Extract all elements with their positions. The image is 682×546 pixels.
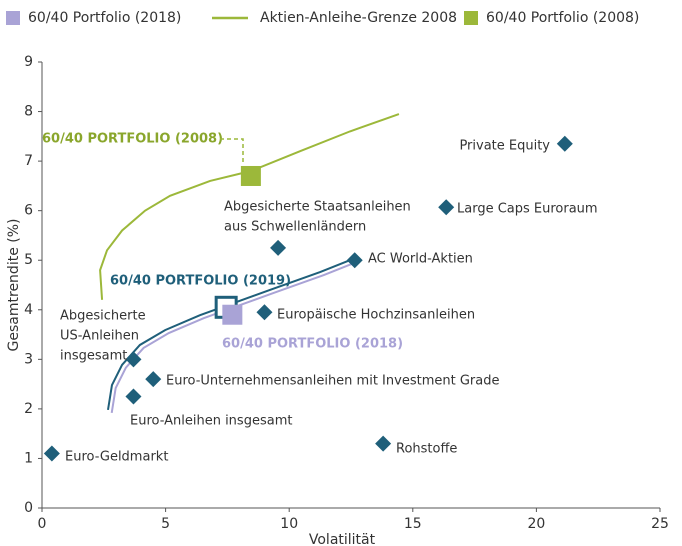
asset-marker [346, 252, 363, 269]
x-tick-label: 15 [404, 516, 422, 532]
x-axis-label: Volatilität [309, 532, 376, 546]
y-tick-label: 9 [24, 54, 33, 70]
asset-label: Abgesicherte Staatsanleihen [224, 200, 411, 215]
asset-marker [145, 371, 162, 388]
asset-label: Euro-Geldmarkt [65, 450, 168, 465]
y-tick-label: 7 [24, 153, 33, 169]
x-tick-label: 0 [38, 516, 47, 532]
asset-label: Europäische Hochzinsanleihen [277, 308, 475, 323]
asset-marker [270, 239, 287, 256]
asset-label: Large Caps Euroraum [457, 202, 598, 217]
asset-label: Private Equity [459, 139, 550, 154]
y-tick-label: 0 [24, 500, 33, 516]
asset-label: insgesamt [60, 349, 127, 364]
asset-marker [556, 135, 573, 152]
frontier-line [110, 260, 360, 414]
legend-label: 60/40 Portfolio (2008) [486, 10, 639, 26]
y-tick-label: 6 [24, 203, 33, 219]
y-axis-label: Gesamtrendite (%) [6, 219, 22, 352]
y-tick-label: 1 [24, 450, 33, 466]
y-tick-label: 8 [24, 104, 33, 120]
y-tick-label: 2 [24, 401, 33, 417]
portfolio-label: 60/40 PORTFOLIO (2019) [110, 274, 291, 289]
frontier-line [99, 113, 400, 300]
portfolio-label: 60/40 PORTFOLIO (2008) [42, 132, 223, 147]
x-tick-label: 20 [527, 516, 545, 532]
asset-marker [43, 445, 60, 462]
asset-marker [256, 304, 273, 321]
portfolio-marker [222, 304, 243, 325]
asset-label: Euro-Unternehmensanleihen mit Investment… [166, 374, 499, 389]
asset-marker [375, 435, 392, 452]
asset-label: Abgesicherte [60, 309, 146, 324]
asset-marker [438, 199, 455, 216]
asset-label: Rohstoffe [396, 442, 457, 457]
asset-label: US-Anleihen [60, 329, 139, 344]
connector [220, 138, 244, 165]
y-tick-label: 3 [24, 351, 33, 367]
asset-marker [125, 351, 142, 368]
asset-marker [125, 388, 142, 405]
asset-label: Euro-Anleihen insgesamt [130, 414, 292, 429]
legend-label: 60/40 Portfolio (2018) [28, 10, 181, 26]
y-tick-label: 5 [24, 252, 33, 268]
x-tick-label: 5 [161, 516, 170, 532]
legend-swatch [464, 11, 478, 25]
legend-swatch [6, 11, 20, 25]
frontier-line [107, 257, 356, 411]
legend-label: Aktien-Anleihe-Grenze 2008 [260, 10, 457, 26]
x-tick-label: 10 [280, 516, 298, 532]
asset-label: AC World-Aktien [368, 252, 473, 267]
portfolio-label: 60/40 PORTFOLIO (2018) [222, 337, 403, 352]
y-tick-label: 4 [24, 302, 33, 318]
x-tick-label: 25 [651, 516, 669, 532]
portfolio-marker [240, 165, 261, 186]
asset-label: aus Schwellenländern [224, 220, 366, 235]
